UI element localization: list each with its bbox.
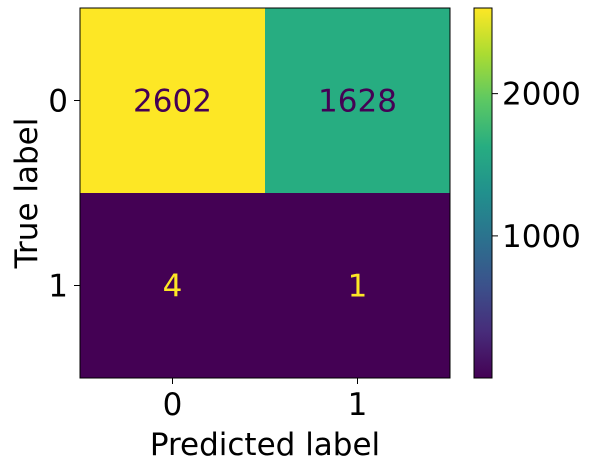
heatmap-cell (265, 193, 450, 378)
cell-value-label: 1628 (318, 84, 397, 120)
y-axis-label: True label (9, 118, 45, 270)
cell-value-label: 2602 (133, 84, 212, 120)
colorbar-tick-label: 2000 (502, 77, 581, 113)
y-tick-label: 1 (48, 269, 68, 305)
cell-value-label: 4 (163, 269, 183, 305)
heatmap-cell (80, 8, 265, 193)
x-tick-label: 1 (348, 387, 368, 423)
x-axis-label: Predicted label (150, 427, 380, 463)
heatmap-cell (265, 8, 450, 193)
y-tick-label: 0 (48, 84, 68, 120)
colorbar-frame (473, 7, 493, 379)
heatmap-cell (80, 193, 265, 378)
colorbar-tick-label: 1000 (502, 219, 581, 255)
x-tick-label: 0 (163, 387, 183, 423)
plot-frame (79, 7, 451, 379)
cell-value-label: 1 (348, 269, 368, 305)
colorbar (474, 8, 492, 378)
